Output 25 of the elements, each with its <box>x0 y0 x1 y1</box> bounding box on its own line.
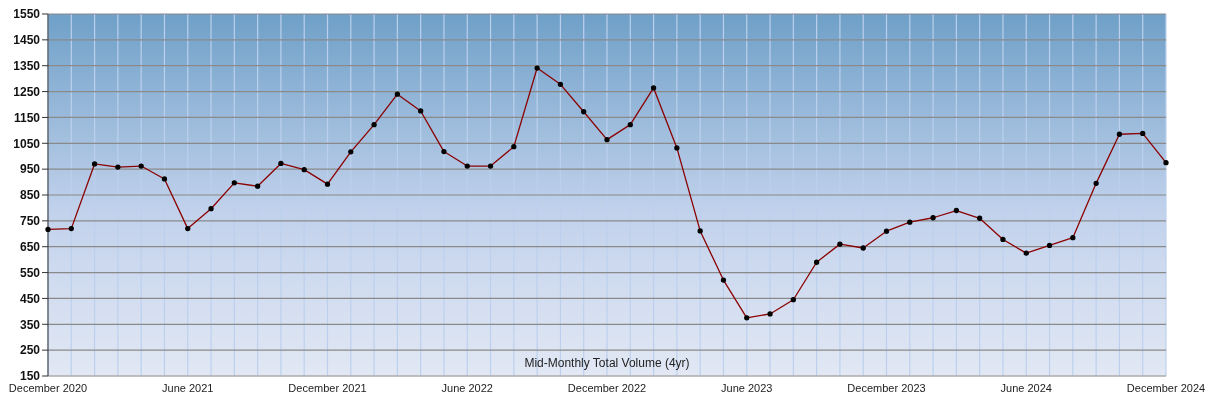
y-tick-label: 650 <box>19 239 41 254</box>
x-tick-label: December 2023 <box>847 381 926 394</box>
y-tick-label: 350 <box>19 317 41 332</box>
x-tick-label: June 2023 <box>721 381 773 394</box>
x-tick-label: December 2021 <box>288 381 367 394</box>
x-axis-title: Mid-Monthly Total Volume (4yr) <box>523 356 691 370</box>
y-tick-label: 1350 <box>13 58 41 73</box>
y-tick-label: 150 <box>19 369 41 384</box>
y-tick-label: 850 <box>19 188 41 203</box>
y-tick-label: 1050 <box>13 136 41 151</box>
x-tick-label: December 2020 <box>8 381 88 394</box>
x-tick-label: December 2024 <box>1126 381 1206 394</box>
x-tick-label: December 2022 <box>567 381 647 394</box>
y-tick-label: 550 <box>19 265 41 280</box>
y-tick-label: 750 <box>19 214 41 229</box>
y-tick-label: 250 <box>19 343 41 358</box>
y-tick-label: 1450 <box>13 33 41 48</box>
x-tick-label: June 2022 <box>441 381 493 394</box>
y-tick-label: 1150 <box>13 110 41 125</box>
y-tick-label: 950 <box>19 162 41 177</box>
y-tick-label: 1250 <box>13 84 41 99</box>
x-tick-label: June 2021 <box>162 381 214 394</box>
y-tick-label: 1550 <box>13 7 41 22</box>
y-tick-label: 450 <box>19 291 41 306</box>
x-tick-label: June 2024 <box>1000 381 1052 394</box>
